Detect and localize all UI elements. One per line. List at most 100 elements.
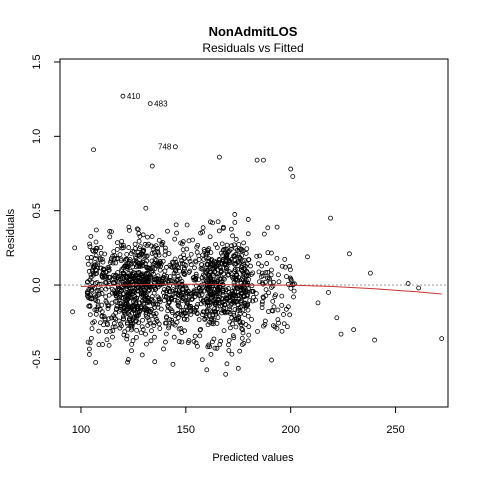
data-point [166,295,172,301]
data-point [244,261,250,267]
data-point [151,311,157,317]
data-point [244,246,250,252]
y-tick-label: -0.5 [31,350,43,369]
plot-layer: 100 150 200 250 -0.5 0.0 0.5 1.0 1.5 410 483 748 [31,54,448,436]
data-point [216,228,222,234]
data-point [175,303,181,309]
data-point [96,292,102,297]
data-point [262,318,268,324]
data-point [205,247,210,253]
data-point [281,312,286,317]
data-point [282,264,288,270]
data-point [110,324,116,330]
data-point [223,287,229,293]
data-point [162,248,168,254]
data-point [145,234,150,240]
data-point [210,339,215,345]
data-point [216,154,222,160]
data-point [372,337,377,343]
data-point [262,322,268,327]
data-point [284,274,289,279]
data-point [224,252,230,257]
data-point [92,292,98,298]
x-tick-label: 100 [72,424,90,436]
data-point [103,329,109,334]
data-point [159,276,165,282]
data-point [256,269,262,275]
data-point [270,283,276,289]
data-point [105,322,110,328]
data-point [257,279,262,285]
data-point [279,293,285,299]
data-point [212,293,218,299]
data-point [235,365,241,371]
data-point [126,227,132,233]
data-point [151,320,157,326]
data-point [265,269,271,275]
data-point [149,294,155,300]
data-point [159,241,165,247]
data-point [195,301,201,307]
data-point [102,317,108,323]
data-point [158,306,164,312]
data-point [160,281,166,287]
data-point [179,298,185,303]
data-point [240,327,246,333]
data-point [221,328,227,334]
data-point [237,285,243,290]
data-point [129,348,134,354]
data-point [149,258,155,264]
data-point [97,306,103,312]
data-point [143,311,149,317]
data-point [194,304,200,310]
data-point [145,288,151,294]
data-point [279,303,285,308]
data-point [272,294,278,300]
data-point [93,227,99,233]
data-point [173,266,178,272]
data-point [184,222,190,228]
data-point [144,258,150,264]
data-point [127,257,133,262]
data-point [89,287,94,293]
data-point [212,290,217,296]
data-point [248,263,253,269]
data-point [265,225,271,231]
data-point [144,264,150,270]
data-point [224,247,230,253]
data-point [367,270,373,276]
data-point [148,276,153,281]
data-point [205,261,211,267]
data-point [220,282,226,288]
data-point [246,324,252,330]
data-point [132,270,137,276]
data-point [121,332,127,338]
data-point [143,253,149,259]
data-point [127,312,133,318]
data-point [231,310,237,316]
data-point [188,262,194,267]
data-point [201,257,207,262]
data-point [212,309,218,314]
data-point [209,318,214,323]
data-point [204,281,210,287]
data-point [149,328,154,334]
data-point [233,245,239,251]
data-point [239,335,245,341]
data-point [104,337,110,343]
data-point [185,288,191,294]
data-point [163,294,169,300]
data-point [167,317,173,322]
data-point [180,295,186,301]
data-point [112,299,118,304]
data-point [118,258,124,264]
data-point [242,312,248,317]
data-point [165,305,171,310]
data-point [140,327,146,332]
data-point [234,272,239,278]
data-point [126,296,131,302]
data-point [237,255,243,261]
data-point [133,334,139,340]
